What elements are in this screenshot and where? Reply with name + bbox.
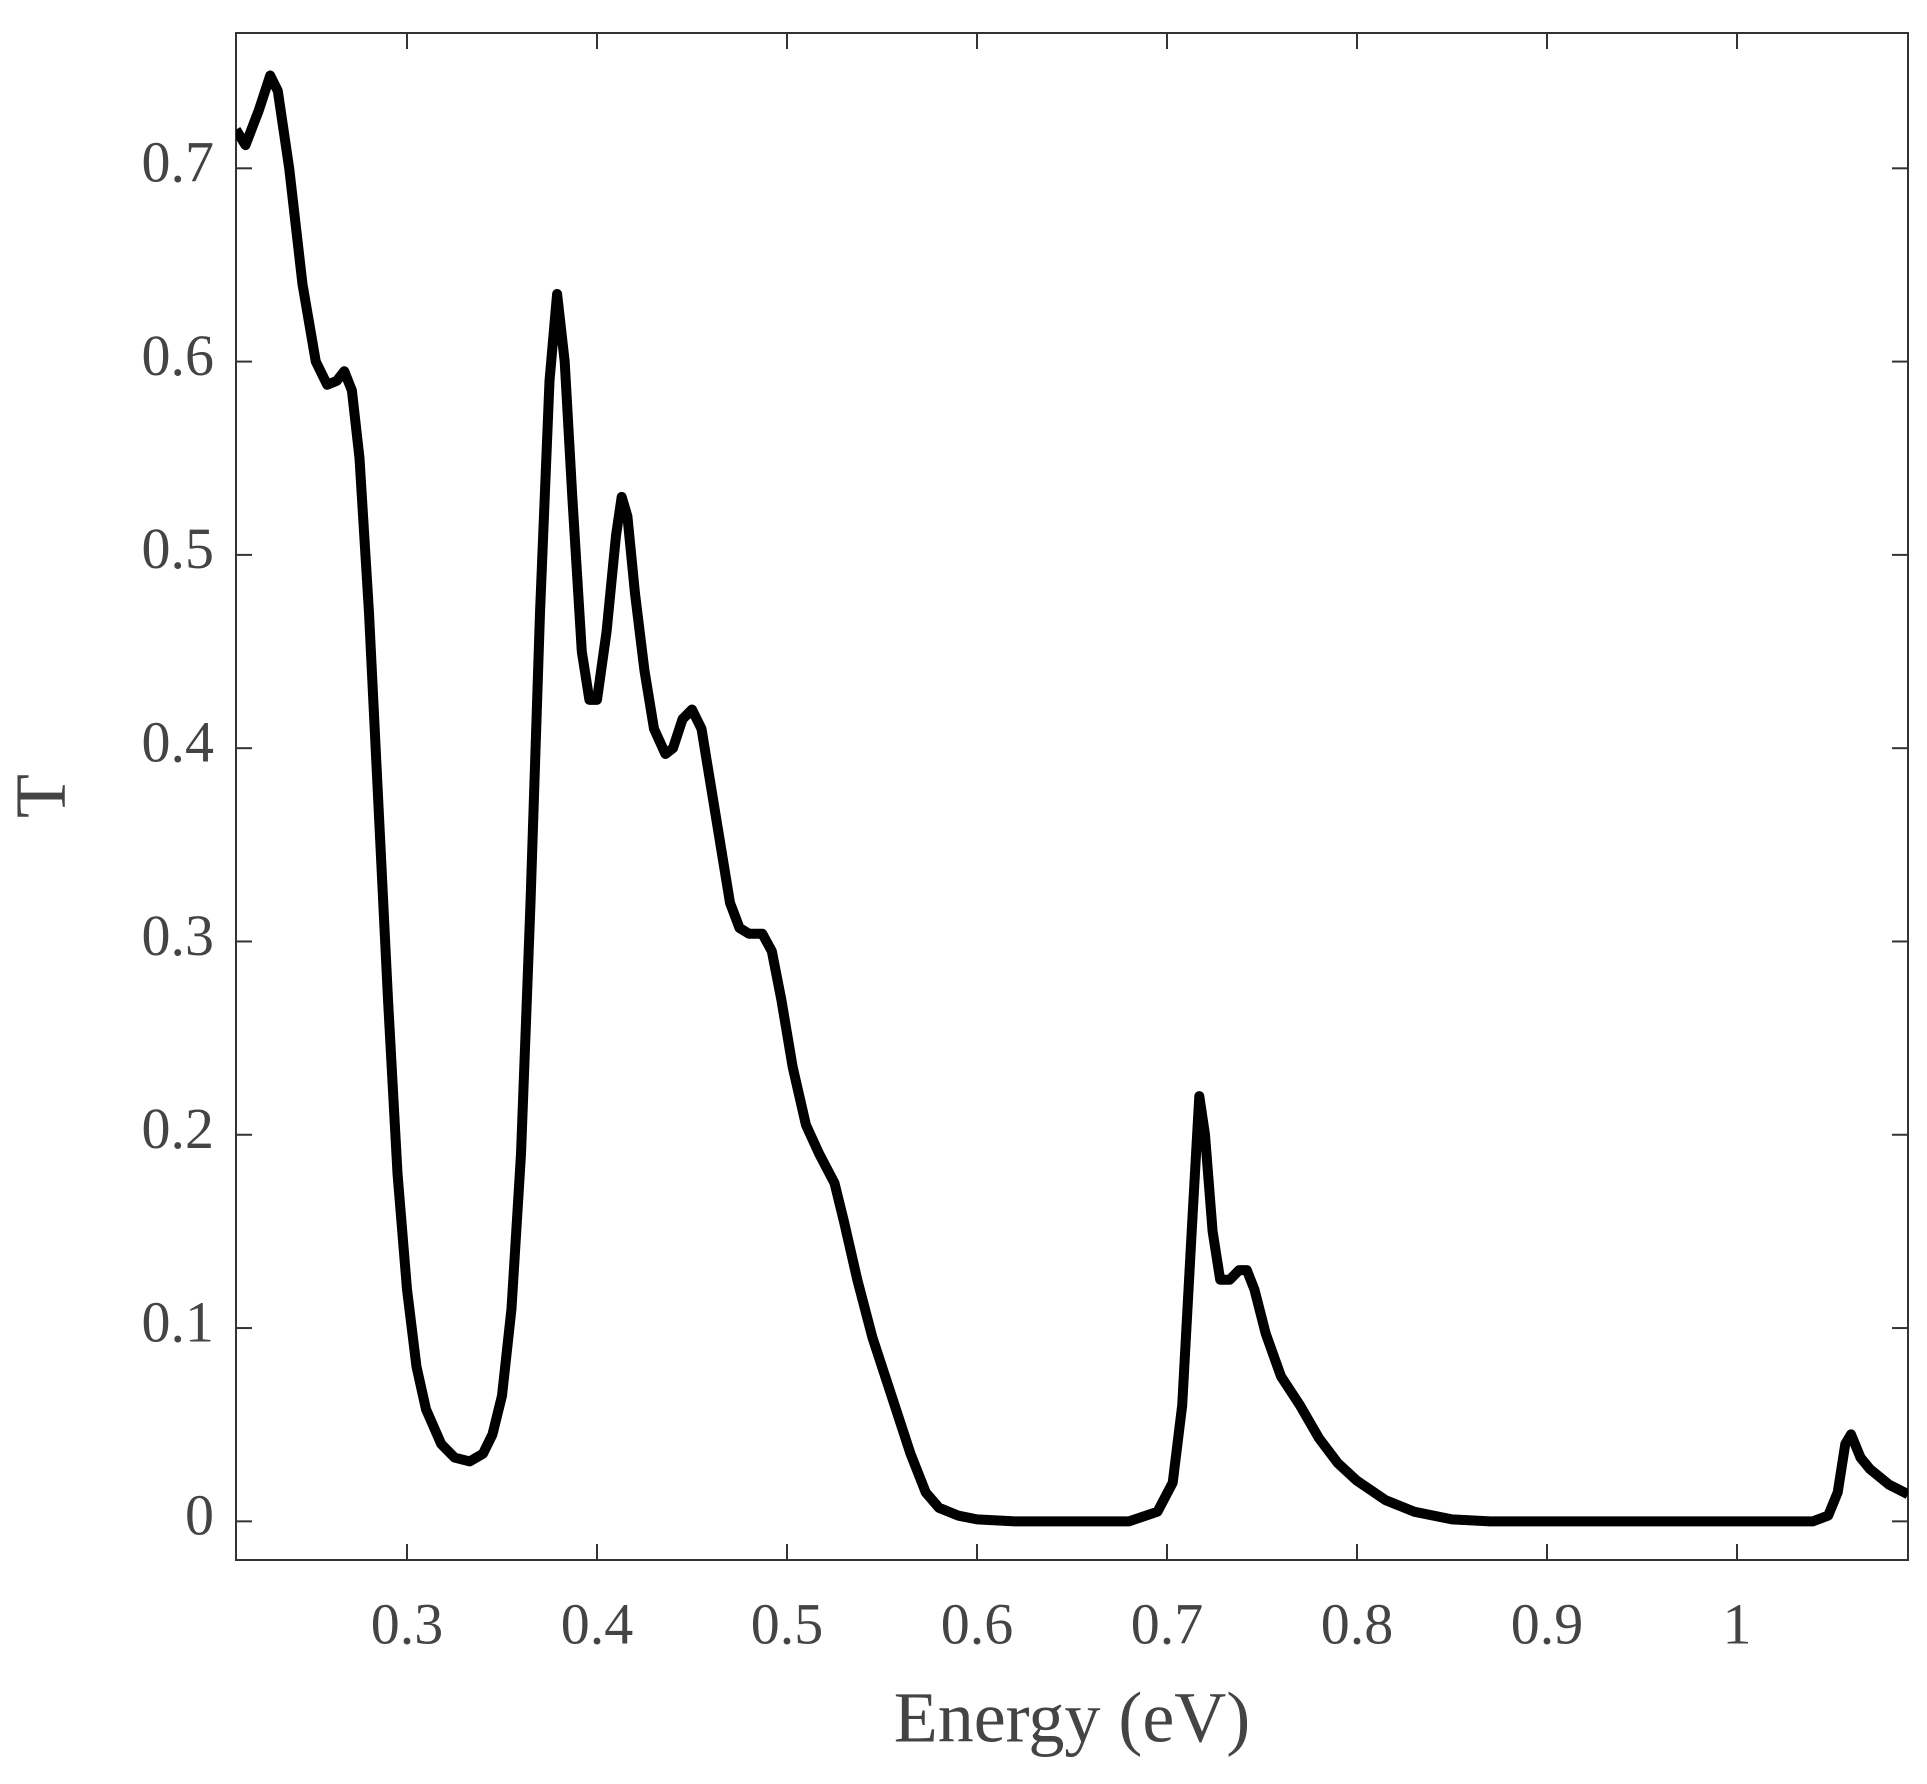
x-tick-label: 1 bbox=[1723, 1591, 1752, 1656]
y-tick-label: 0 bbox=[185, 1483, 214, 1548]
x-tick-label: 0.3 bbox=[371, 1591, 444, 1656]
x-tick-label: 0.6 bbox=[941, 1591, 1014, 1656]
x-tick-label: 0.8 bbox=[1321, 1591, 1394, 1656]
plot-frame bbox=[235, 32, 1909, 1561]
x-tick-label: 0.9 bbox=[1511, 1591, 1584, 1656]
y-tick-label: 0.6 bbox=[142, 323, 215, 388]
y-axis-label: T bbox=[1, 774, 81, 818]
y-tick-label: 0.7 bbox=[142, 130, 215, 195]
x-tick-label: 0.4 bbox=[561, 1591, 634, 1656]
y-tick-label: 0.1 bbox=[142, 1289, 215, 1354]
x-tick-label: 0.7 bbox=[1131, 1591, 1204, 1656]
x-axis-label: Energy (eV) bbox=[894, 1678, 1251, 1758]
y-tick-label: 0.5 bbox=[142, 516, 215, 581]
y-tick-label: 0.2 bbox=[142, 1096, 215, 1161]
x-tick-label: 0.5 bbox=[751, 1591, 824, 1656]
y-tick-label: 0.4 bbox=[142, 709, 215, 774]
y-tick-label: 0.3 bbox=[142, 903, 215, 968]
data-line bbox=[236, 70, 1908, 1527]
